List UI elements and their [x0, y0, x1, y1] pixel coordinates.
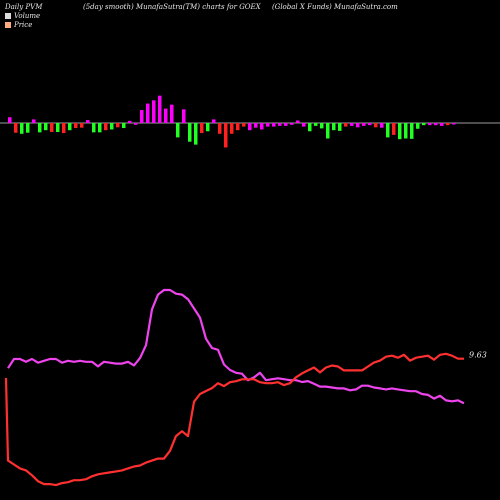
pvm-bar — [314, 123, 318, 126]
pvm-bar — [356, 123, 360, 128]
volume-line — [7, 288, 465, 405]
pvm-bar — [338, 123, 342, 131]
pvm-bar — [38, 123, 42, 133]
pvm-bar — [446, 123, 450, 126]
pvm-bar — [14, 123, 18, 133]
legend-price-swatch — [5, 22, 11, 28]
pvm-bar — [74, 123, 78, 129]
pvm-bar — [218, 123, 222, 134]
pvm-bar — [104, 123, 108, 131]
pvm-bar — [44, 123, 48, 131]
pvm-bar — [404, 123, 408, 139]
pvm-bar — [62, 123, 66, 134]
pvm-bar — [416, 123, 420, 129]
pvm-bar — [248, 123, 252, 131]
pvm-bar — [350, 123, 354, 126]
pvm-bar — [56, 123, 60, 132]
pvm-bar — [224, 123, 228, 148]
pvm-bar — [326, 123, 330, 139]
pvm-bar — [302, 123, 306, 127]
pvm-bar — [128, 120, 132, 123]
chart-title: (5day smooth) MunafaSutra(TM) charts for… — [83, 3, 261, 11]
pvm-bar — [410, 123, 414, 139]
pvm-bar — [242, 123, 246, 127]
pvm-bar — [122, 123, 126, 129]
pvm-bar — [452, 123, 456, 125]
pvm-bar — [368, 123, 372, 126]
pvm-bar — [392, 123, 396, 135]
pvm-bar — [272, 123, 276, 127]
pvm-bar — [206, 123, 210, 132]
pvm-bar — [344, 123, 348, 127]
pvm-bar — [92, 123, 96, 133]
pvm-bar — [170, 104, 174, 123]
pvm-bar — [236, 123, 240, 131]
pvm-bar — [278, 123, 282, 126]
pvm-bar — [110, 123, 114, 130]
price-line — [4, 352, 464, 487]
pvm-bar — [68, 123, 72, 131]
pvm-bar — [182, 109, 186, 123]
pvm-bar — [152, 100, 156, 123]
legend-price-label: Price — [14, 21, 33, 29]
pvm-bar — [26, 123, 30, 133]
pvm-bar — [164, 108, 168, 123]
pvm-bar — [440, 123, 444, 126]
pvm-bar — [422, 123, 426, 126]
pvm-bar — [254, 123, 258, 128]
pvm-bar — [212, 119, 216, 123]
last-price-label: 9.63 — [469, 351, 487, 360]
pvm-bar — [80, 123, 84, 128]
fund-name-label: (Global X Funds) MunafaSutra.com — [272, 3, 398, 11]
pvm-bar — [86, 120, 90, 123]
pvm-bar — [116, 123, 120, 128]
pvm-bar — [434, 123, 438, 126]
pvm-bar — [140, 110, 144, 123]
pvm-bar — [296, 120, 300, 123]
legend-volume-swatch — [5, 13, 11, 19]
pvm-bar — [194, 123, 198, 145]
legend-volume-label: Volume — [14, 12, 41, 20]
pvm-bar — [398, 123, 402, 140]
pvm-bar — [200, 123, 204, 134]
pvm-bar — [230, 123, 234, 134]
pvm-bar — [332, 123, 336, 131]
pvm-bar — [32, 119, 36, 123]
chart-type-label: Daily PVM — [5, 3, 43, 11]
pvm-bar — [374, 123, 378, 128]
legend-volume: Volume — [5, 12, 40, 20]
pvm-bar — [290, 123, 294, 125]
pvm-bar — [320, 123, 324, 129]
pvm-bar — [158, 95, 162, 123]
pvm-bar — [380, 123, 384, 128]
pvm-bar — [260, 123, 264, 130]
pvm-bar — [188, 123, 192, 142]
pvm-bar — [386, 123, 390, 138]
pvm-bar — [8, 117, 12, 123]
legend-price: Price — [5, 21, 32, 29]
pvm-bar — [50, 123, 54, 132]
pvm-bar — [98, 123, 102, 133]
pvm-bar — [176, 123, 180, 138]
pvm-bar — [362, 123, 366, 126]
pvm-bar — [134, 123, 138, 125]
pvm-bar — [266, 123, 270, 127]
pvm-bar — [428, 123, 432, 126]
pvm-bar — [284, 123, 288, 126]
pvm-bar — [308, 123, 312, 132]
pvm-bar — [20, 123, 24, 134]
pvm-bar — [146, 103, 150, 123]
